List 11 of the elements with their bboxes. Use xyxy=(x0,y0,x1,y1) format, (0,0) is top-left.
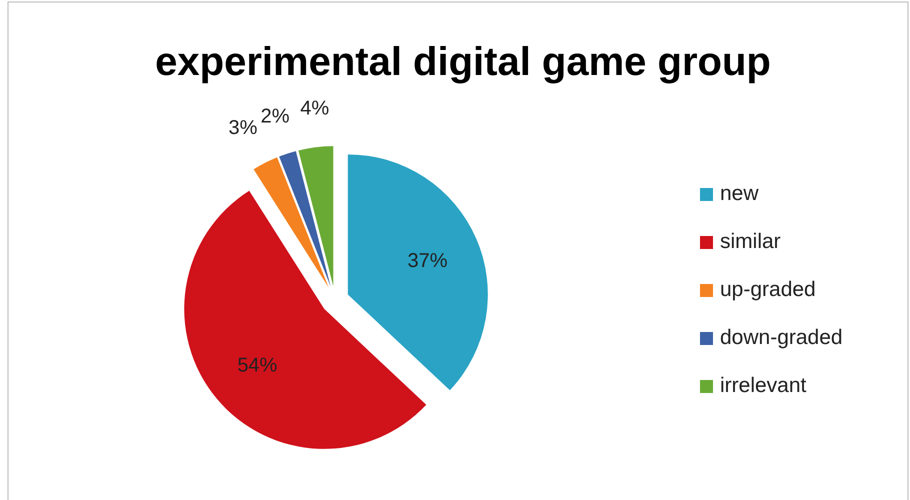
legend-label: irrelevant xyxy=(720,374,807,397)
legend-label: down-graded xyxy=(720,326,843,349)
data-label: 37% xyxy=(407,250,448,272)
legend-label: new xyxy=(720,182,760,205)
chart-title: experimental digital game group xyxy=(155,40,771,84)
data-label: 4% xyxy=(300,98,330,120)
legend-label: similar xyxy=(720,230,781,253)
legend-label: up-graded xyxy=(720,278,816,301)
data-label: 2% xyxy=(260,105,290,128)
data-label: 3% xyxy=(228,117,258,140)
data-label: 54% xyxy=(237,354,278,376)
